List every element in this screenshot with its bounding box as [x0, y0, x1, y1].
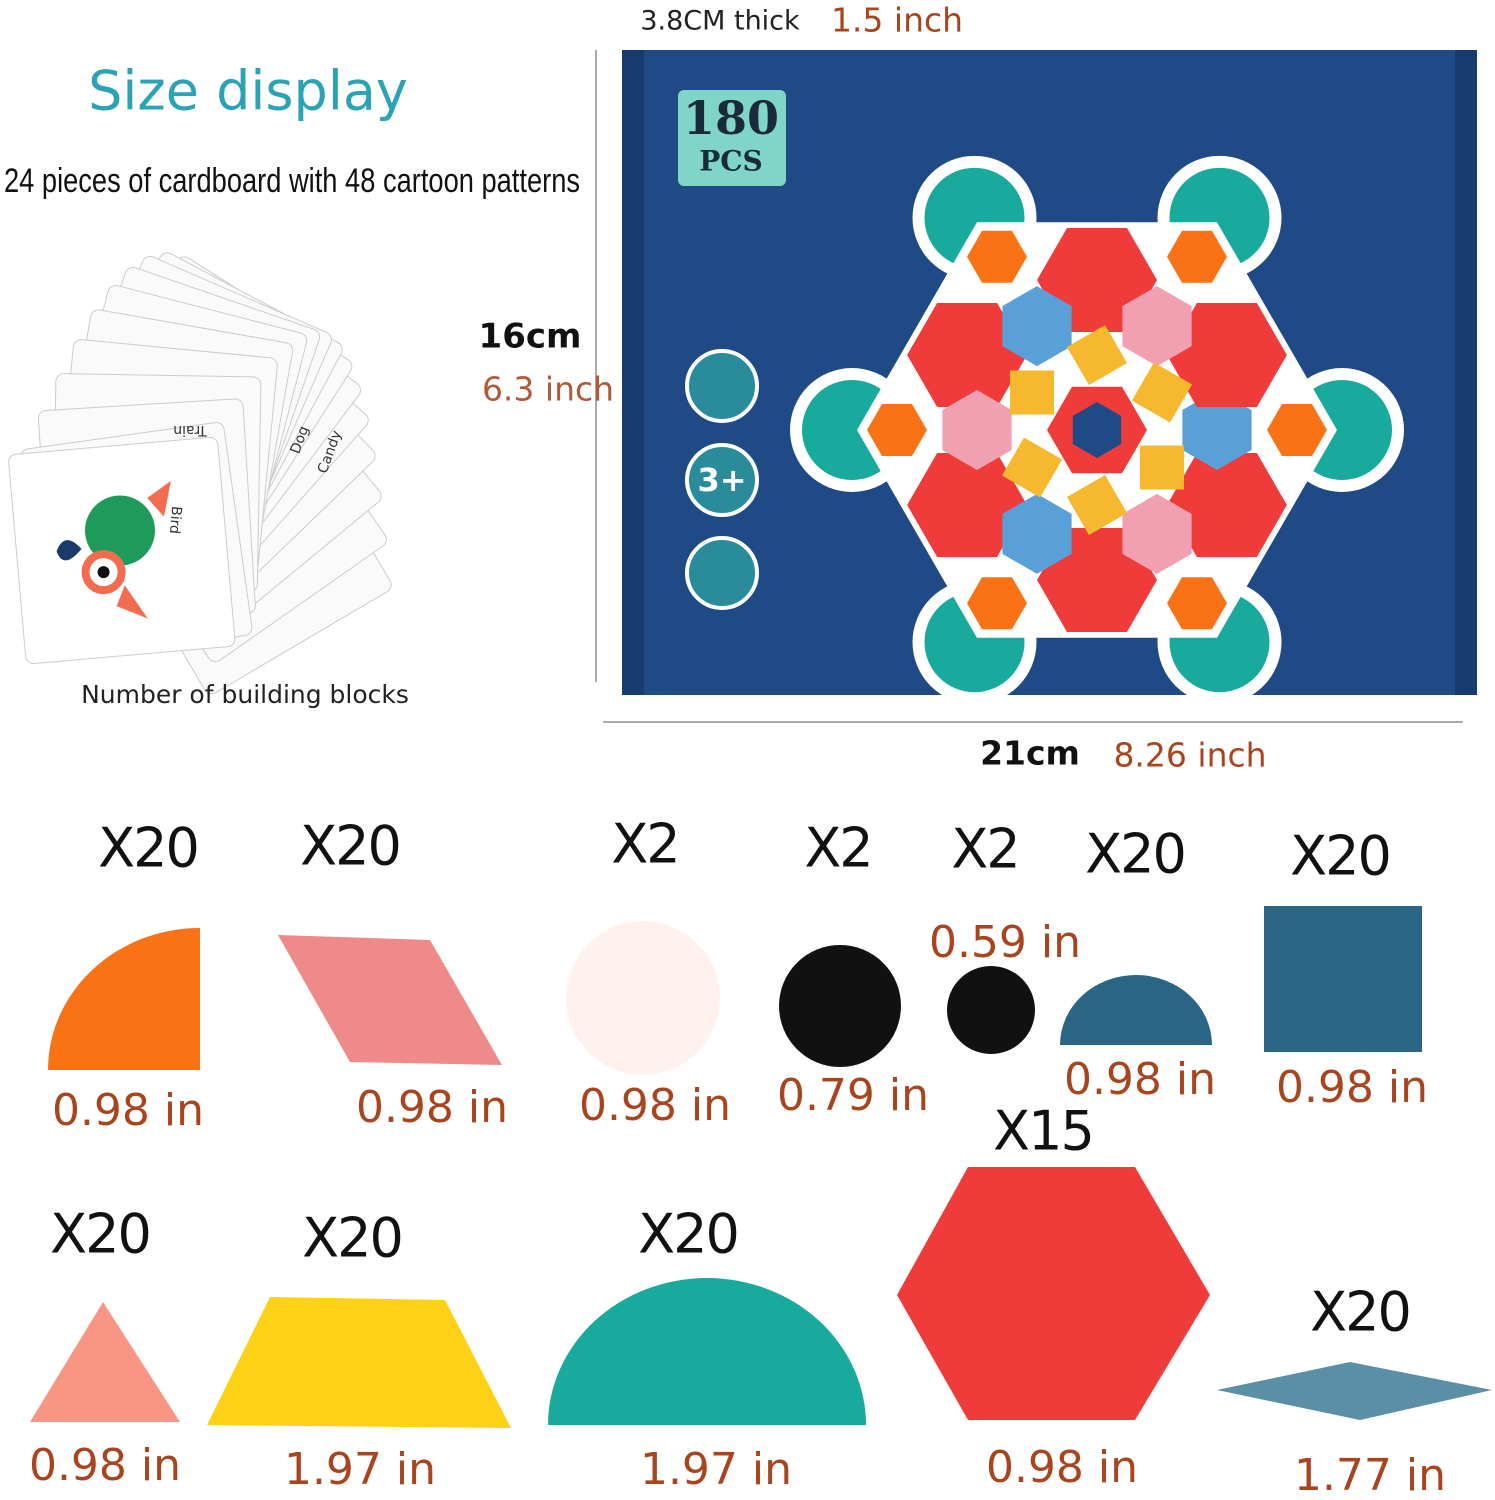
height-imperial: 6.3 inch	[482, 370, 614, 409]
mandala	[790, 155, 1404, 705]
small-black-circle	[947, 966, 1035, 1054]
mandala-piece	[1166, 303, 1287, 407]
mandala-piece	[1066, 474, 1128, 536]
size: 0.98 in	[29, 1440, 181, 1491]
size: 0.98 in	[1064, 1054, 1216, 1105]
badge-number: 180	[683, 91, 779, 145]
thickness-metric: 3.8CM thick	[640, 6, 800, 37]
subtitle: 24 pieces of cardboard with 48 cartoon p…	[4, 162, 580, 200]
mandala-piece	[967, 230, 1027, 283]
count: X20	[1085, 823, 1185, 886]
size: 0.98 in	[52, 1085, 204, 1136]
count: X2	[611, 813, 678, 876]
square	[1264, 906, 1422, 1052]
age-icon: 3+	[697, 461, 746, 499]
size: 0.79 in	[777, 1070, 929, 1121]
mandala-piece	[1122, 493, 1192, 574]
hexagon	[897, 1167, 1210, 1420]
width-imperial: 8.26 inch	[1113, 736, 1266, 775]
size: 0.98 in	[1276, 1062, 1428, 1113]
size: 1.97 in	[640, 1444, 792, 1495]
box: 180 PCS 3+	[622, 50, 1477, 705]
width-metric: 21cm	[980, 734, 1080, 773]
triangle	[30, 1302, 180, 1422]
semicircle	[1060, 975, 1212, 1045]
size: 1.77 in	[1294, 1450, 1446, 1500]
mandala-piece	[1267, 404, 1327, 456]
count: X2	[804, 817, 871, 880]
mandala-piece	[1139, 445, 1184, 490]
mandala-piece	[1167, 577, 1227, 630]
card-pattern	[97, 566, 110, 579]
caption: Number of building blocks	[81, 680, 409, 709]
thin-rhombus	[1217, 1362, 1492, 1420]
count: X20	[638, 1203, 738, 1266]
size: 0.98 in	[986, 1442, 1138, 1493]
mandala-piece	[1182, 390, 1252, 470]
mandala-piece	[1122, 286, 1192, 367]
mandala-piece	[1131, 362, 1193, 423]
badge-unit: PCS	[699, 145, 763, 178]
mandala-piece	[1010, 370, 1055, 415]
count: X20	[50, 1203, 150, 1266]
size: 0.98 in	[579, 1080, 731, 1131]
card-pattern	[147, 480, 171, 517]
mandala-piece	[1167, 230, 1227, 283]
count: X20	[1310, 1281, 1410, 1344]
mandala-piece	[1002, 286, 1072, 367]
card-label: Bird	[166, 505, 184, 534]
mandala-piece	[907, 303, 1028, 407]
quarter-circle	[48, 928, 200, 1070]
trapezoid	[207, 1297, 511, 1428]
mandala-piece	[967, 577, 1027, 630]
count: X15	[993, 1100, 1093, 1163]
mandala-piece	[1066, 324, 1128, 386]
card-pattern	[85, 495, 156, 566]
size: 0.59 in	[929, 917, 1081, 968]
height-metric: 16cm	[479, 317, 582, 357]
black-circle	[779, 945, 901, 1067]
rhombus	[278, 935, 502, 1065]
count: X20	[98, 817, 198, 880]
count: X20	[1290, 825, 1390, 888]
card	[8, 436, 236, 665]
mandala-piece	[907, 453, 1028, 557]
card-pattern	[56, 540, 82, 561]
count: X2	[951, 818, 1018, 881]
size: 0.98 in	[356, 1082, 508, 1133]
count: X20	[302, 1207, 402, 1270]
white-circle	[566, 921, 720, 1075]
mandala-piece	[942, 390, 1012, 470]
mandala-piece	[1002, 493, 1072, 574]
mandala-piece	[867, 404, 927, 456]
mandala-piece	[1001, 437, 1063, 498]
title: Size display	[88, 60, 408, 123]
large-semicircle	[548, 1278, 866, 1425]
count: X20	[300, 815, 400, 878]
card-pattern	[116, 585, 148, 619]
thickness-imperial: 1.5 inch	[831, 1, 963, 40]
mandala-piece	[1166, 453, 1287, 557]
size: 1.97 in	[284, 1444, 436, 1495]
card-label: Train	[173, 422, 208, 438]
mandala-piece	[1072, 402, 1122, 458]
